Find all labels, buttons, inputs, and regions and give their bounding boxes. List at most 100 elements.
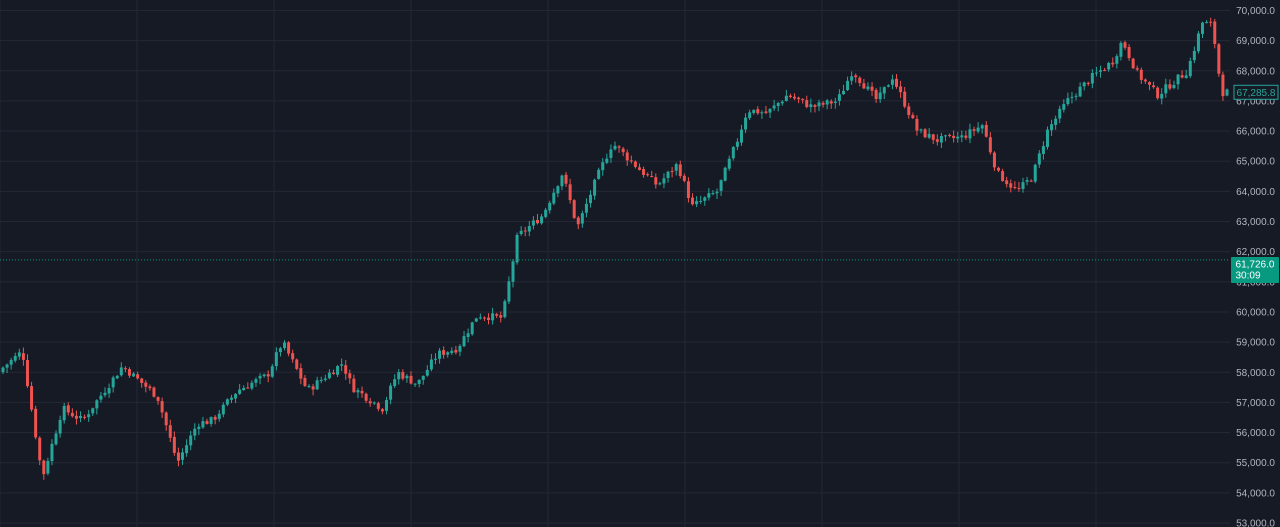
candle: [976, 122, 980, 134]
candle: [1017, 181, 1021, 192]
candle: [1143, 78, 1147, 84]
candle: [213, 415, 217, 425]
candle: [103, 387, 107, 398]
price-tick-label: 67,000.0: [1236, 96, 1275, 107]
price-tick-label: 64,000.0: [1236, 187, 1275, 198]
candle-countdown: 30:09: [1235, 271, 1260, 282]
candle: [417, 379, 421, 388]
candle: [295, 358, 299, 371]
candle: [21, 347, 25, 366]
candle: [772, 99, 776, 112]
candle: [1164, 78, 1168, 98]
candle: [172, 431, 176, 456]
candle: [499, 311, 503, 323]
candle: [266, 370, 270, 383]
candle: [597, 167, 601, 180]
candle: [593, 178, 597, 200]
candle: [1119, 41, 1123, 61]
last-price-label: 67,285.8: [1237, 88, 1276, 99]
candle: [870, 82, 874, 97]
candle: [739, 124, 743, 146]
candle: [1013, 181, 1017, 190]
price-tick-label: 69,000.0: [1236, 36, 1275, 47]
candle: [1176, 73, 1180, 90]
candle: [691, 193, 695, 206]
candle: [487, 313, 491, 325]
price-axis[interactable]: 53,000.0 54,000.0 55,000.0 56,000.0 57,000.0…: [1236, 6, 1275, 527]
candle: [821, 101, 825, 108]
candle: [805, 95, 809, 109]
candle: [911, 112, 915, 120]
candle: [923, 128, 927, 139]
price-tick-label: 55,000.0: [1236, 458, 1275, 469]
candle: [107, 383, 111, 398]
candle: [956, 131, 960, 143]
candle: [560, 174, 564, 191]
candle: [523, 226, 527, 237]
candle: [38, 436, 42, 466]
candle: [30, 381, 34, 412]
candle: [66, 402, 70, 416]
candle: [307, 384, 311, 389]
candle: [784, 89, 788, 102]
candle: [1033, 163, 1037, 184]
candle: [87, 409, 91, 422]
candle: [642, 166, 646, 178]
candle: [495, 312, 499, 319]
candle: [393, 374, 397, 389]
candle: [788, 93, 792, 99]
candle: [127, 367, 131, 378]
candle: [1111, 57, 1115, 68]
candle: [462, 330, 466, 348]
candle: [160, 397, 164, 418]
candle: [446, 351, 450, 358]
candle: [189, 430, 193, 451]
candle: [95, 399, 99, 415]
candle: [797, 96, 801, 104]
candle: [234, 392, 238, 404]
candle: [752, 109, 756, 115]
candle: [723, 166, 727, 182]
price-tick-label: 63,000.0: [1236, 217, 1275, 228]
candle: [152, 386, 156, 398]
candle: [376, 401, 380, 412]
candle: [62, 402, 66, 424]
candle: [1209, 17, 1213, 27]
candle: [829, 99, 833, 109]
candle: [793, 93, 797, 101]
candle: [703, 196, 707, 206]
candle: [246, 382, 250, 389]
candle: [589, 190, 593, 208]
candle: [503, 299, 507, 319]
candle: [952, 130, 956, 143]
candle: [144, 380, 148, 393]
candle: [1221, 71, 1225, 101]
candle: [364, 392, 368, 404]
candle: [1025, 176, 1029, 186]
candle: [491, 307, 495, 325]
candle: [841, 84, 845, 95]
candle: [385, 396, 389, 415]
candle: [907, 102, 911, 119]
candle: [91, 407, 95, 416]
candle: [458, 344, 462, 357]
candle: [425, 365, 429, 377]
candle: [119, 362, 123, 377]
candle: [943, 134, 947, 142]
price-tick-label: 57,000.0: [1236, 398, 1275, 409]
price-tick-label: 53,000.0: [1236, 519, 1275, 527]
candle: [1213, 18, 1217, 49]
candle: [1147, 81, 1151, 91]
price-tick-label: 65,000.0: [1236, 157, 1275, 168]
candle: [1135, 65, 1139, 72]
candle: [1103, 67, 1107, 72]
candle: [1062, 99, 1066, 113]
candle: [699, 195, 703, 204]
candle: [197, 423, 201, 435]
candle: [980, 123, 984, 134]
candle: [568, 178, 572, 204]
candle: [621, 146, 625, 157]
candle: [1041, 141, 1045, 160]
